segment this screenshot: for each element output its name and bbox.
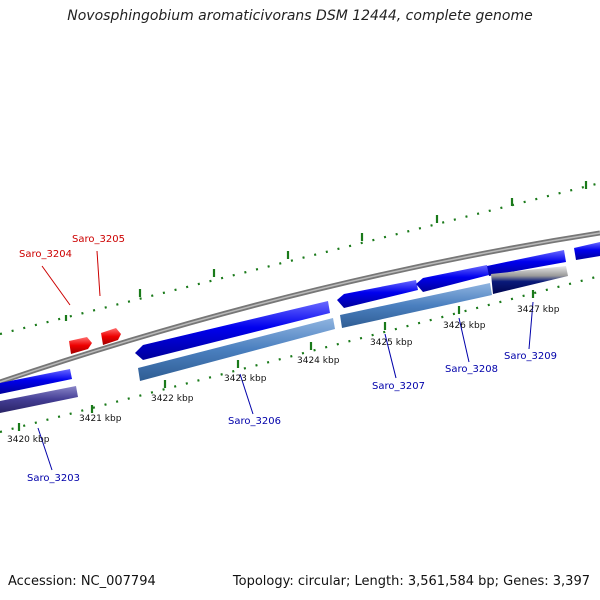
genome-summary: Topology: circular; Length: 3,561,584 bp… (232, 574, 590, 589)
gene-block (416, 265, 489, 292)
tick-labels: 3420 kbp 3421 kbp 3422 kbp 3423 kbp 3424 kbp… (7, 305, 560, 445)
gene-label[interactable]: Saro_3209 (504, 351, 557, 362)
gene-label[interactable]: Saro_3205 (72, 234, 125, 245)
gene-block (101, 328, 121, 345)
forward-strand-genes (0, 242, 600, 394)
reverse-strand-genes (0, 266, 568, 413)
gene-block (491, 266, 568, 294)
accession-label: Accession: NC_007794 (8, 574, 156, 589)
red-genes (69, 328, 121, 354)
gene-label[interactable]: Saro_3204 (19, 249, 72, 260)
outer-major-ticks (64, 181, 588, 321)
gene-block (574, 242, 600, 260)
gene-block (69, 337, 92, 354)
tick-label: 3425 kbp (370, 338, 413, 348)
tick-label: 3421 kbp (79, 414, 122, 424)
gene-label[interactable]: Saro_3203 (27, 473, 80, 484)
inner-tick-ring (0, 274, 600, 434)
tick-label: 3424 kbp (297, 356, 340, 366)
gene-block (487, 250, 566, 276)
gene-label[interactable]: Saro_3208 (445, 364, 498, 375)
tick-label: 3423 kbp (224, 374, 267, 384)
gene-block (337, 280, 418, 308)
gene-block (138, 318, 335, 381)
gene-block (135, 301, 330, 360)
gene-label[interactable]: Saro_3207 (372, 381, 425, 392)
leader-lines (37, 250, 534, 471)
tick-label: 3426 kbp (443, 321, 486, 331)
tick-label: 3420 kbp (7, 435, 50, 445)
gene-label[interactable]: Saro_3206 (228, 416, 281, 427)
tick-label: 3422 kbp (151, 394, 194, 404)
gene-block (0, 369, 72, 394)
map-title: Novosphingobium aromaticivorans DSM 1244… (67, 8, 533, 24)
inner-major-ticks (17, 290, 535, 431)
gene-block (340, 283, 492, 328)
tick-label: 3427 kbp (517, 305, 560, 315)
gene-block (0, 386, 78, 413)
